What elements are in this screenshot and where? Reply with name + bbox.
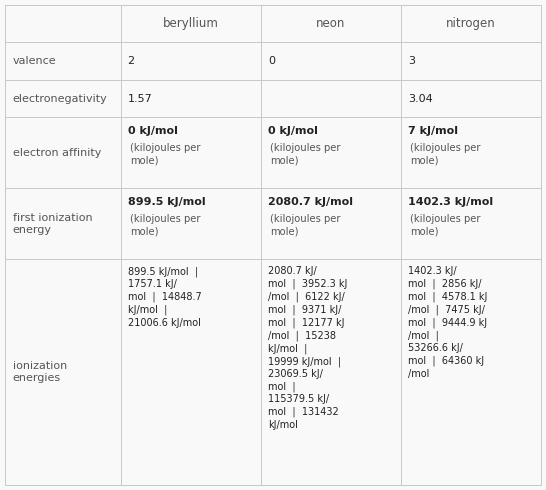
Text: 2080.7 kJ/
mol  |  3952.3 kJ
/mol  |  6122 kJ/
mol  |  9371 kJ/
mol  |  12177 kJ: 2080.7 kJ/ mol | 3952.3 kJ /mol | 6122 k… [268,267,347,430]
Text: nitrogen: nitrogen [446,17,496,30]
Text: electron affinity: electron affinity [13,148,101,158]
Text: 2: 2 [128,56,135,66]
Text: (kilojoules per
mole): (kilojoules per mole) [130,143,200,165]
Text: (kilojoules per
mole): (kilojoules per mole) [410,143,480,165]
Text: 7 kJ/mol: 7 kJ/mol [408,126,458,136]
Text: 0: 0 [268,56,275,66]
Text: 0 kJ/mol: 0 kJ/mol [268,126,318,136]
Text: (kilojoules per
mole): (kilojoules per mole) [410,214,480,236]
Text: first ionization
energy: first ionization energy [13,213,92,235]
Text: (kilojoules per
mole): (kilojoules per mole) [130,214,200,236]
Text: 3.04: 3.04 [408,94,433,103]
Text: beryllium: beryllium [163,17,218,30]
Text: 1402.3 kJ/mol: 1402.3 kJ/mol [408,197,493,207]
Text: (kilojoules per
mole): (kilojoules per mole) [270,143,341,165]
Text: 1.57: 1.57 [128,94,152,103]
Text: neon: neon [316,17,346,30]
Text: 899.5 kJ/mol: 899.5 kJ/mol [128,197,205,207]
Text: ionization
energies: ionization energies [13,361,67,384]
Text: 0 kJ/mol: 0 kJ/mol [128,126,177,136]
Text: (kilojoules per
mole): (kilojoules per mole) [270,214,341,236]
Text: 3: 3 [408,56,415,66]
Text: 2080.7 kJ/mol: 2080.7 kJ/mol [268,197,353,207]
Text: 899.5 kJ/mol  |
1757.1 kJ/
mol  |  14848.7
kJ/mol  |
21006.6 kJ/mol: 899.5 kJ/mol | 1757.1 kJ/ mol | 14848.7 … [128,267,201,327]
Text: electronegativity: electronegativity [13,94,108,103]
Text: valence: valence [13,56,56,66]
Text: 1402.3 kJ/
mol  |  2856 kJ/
mol  |  4578.1 kJ
/mol  |  7475 kJ/
mol  |  9444.9 k: 1402.3 kJ/ mol | 2856 kJ/ mol | 4578.1 k… [408,267,488,379]
